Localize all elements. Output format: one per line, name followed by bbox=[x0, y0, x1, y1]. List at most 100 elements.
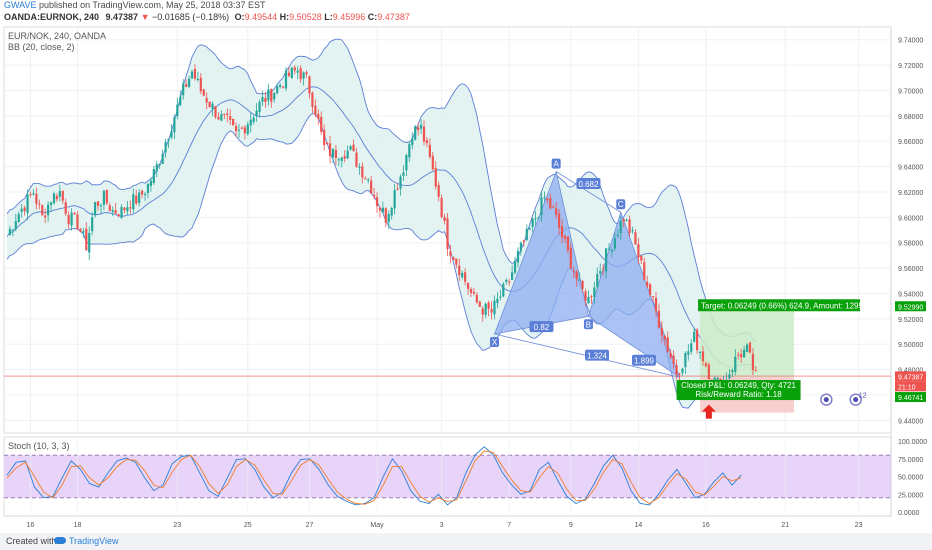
candle-body bbox=[267, 89, 270, 101]
candle-body bbox=[234, 126, 238, 132]
price-badge bbox=[895, 381, 926, 392]
candle-body bbox=[381, 207, 384, 213]
price-badge bbox=[895, 301, 926, 312]
candle-body bbox=[255, 110, 258, 116]
candle-body bbox=[493, 300, 496, 315]
candle-body bbox=[23, 207, 26, 212]
candle-body bbox=[528, 227, 531, 229]
candle-body bbox=[299, 68, 302, 80]
candle-body bbox=[20, 208, 23, 212]
stoch-tick-label: 75.0000 bbox=[898, 457, 923, 464]
candle-body bbox=[35, 193, 38, 204]
candle-body bbox=[290, 67, 293, 79]
candle-body bbox=[681, 368, 684, 373]
candle-body bbox=[584, 291, 587, 301]
author-name[interactable]: GWAVE bbox=[4, 0, 37, 10]
candle-body bbox=[675, 365, 678, 375]
candle-body bbox=[129, 207, 132, 209]
candle-body bbox=[337, 159, 340, 161]
candle-body bbox=[384, 208, 387, 223]
candle-body bbox=[651, 296, 655, 298]
publish-info: published on TradingView.com, May 25, 20… bbox=[39, 0, 266, 10]
candle-body bbox=[205, 98, 208, 103]
candle-body bbox=[640, 255, 643, 261]
pattern-point-badge bbox=[616, 199, 626, 210]
candle-body bbox=[293, 67, 296, 71]
candle-body bbox=[549, 198, 552, 209]
candle-body bbox=[643, 262, 646, 280]
candle-body bbox=[513, 260, 517, 273]
tradingview-brand[interactable]: TradingView bbox=[69, 536, 119, 546]
candle-body bbox=[170, 131, 173, 138]
symbol-name: OANDA:EURNOK, 240 bbox=[4, 12, 100, 22]
event-dot-core bbox=[823, 397, 829, 403]
candle-body bbox=[105, 189, 108, 204]
symbol-legend[interactable]: EUR/NOK, 240, OANDA bbox=[8, 31, 107, 41]
candle-body bbox=[208, 101, 211, 108]
stoch-legend[interactable]: Stoch (10, 3, 3) bbox=[8, 441, 70, 451]
candle-body bbox=[149, 180, 152, 187]
candle-body bbox=[625, 220, 628, 222]
candle-body bbox=[581, 281, 584, 289]
pattern-ratio-badge bbox=[529, 321, 554, 333]
candle-body bbox=[355, 152, 358, 167]
candle-body bbox=[317, 113, 320, 120]
candle-body bbox=[352, 144, 355, 152]
candle-body bbox=[672, 355, 675, 364]
tradingview-cloud-icon bbox=[54, 537, 66, 544]
candle-body bbox=[270, 88, 273, 102]
candle-body bbox=[505, 279, 508, 282]
candle-body bbox=[296, 70, 299, 73]
price-tick-label: 9.74000 bbox=[898, 38, 923, 45]
candle-body bbox=[563, 235, 567, 239]
pnl-box bbox=[676, 380, 801, 401]
stoch-band-fill bbox=[4, 455, 891, 498]
price-badge bbox=[895, 371, 926, 382]
candle-body bbox=[396, 188, 399, 190]
candle-body bbox=[452, 257, 455, 261]
candle-body bbox=[117, 214, 120, 217]
candle-body bbox=[246, 124, 249, 135]
candle-body bbox=[261, 96, 264, 102]
candle-body bbox=[111, 210, 114, 213]
candle-body bbox=[340, 157, 343, 162]
stoch-series-line bbox=[6, 450, 742, 505]
last-price: 9.47387 bbox=[105, 12, 139, 22]
candle-body bbox=[490, 308, 493, 313]
pattern-ratio-label: 0.82 bbox=[534, 323, 550, 332]
bb-legend[interactable]: BB (20, close, 2) bbox=[8, 42, 75, 52]
harmonic-pattern[interactable]: X A B C 0.82 0.682 1.899 1.324 bbox=[489, 158, 681, 379]
candle-body bbox=[728, 374, 731, 379]
candle-body bbox=[126, 207, 129, 212]
candle-body bbox=[522, 240, 525, 243]
price-tick-label: 9.62000 bbox=[898, 190, 923, 197]
candle-body bbox=[654, 297, 658, 312]
time-axis[interactable]: 1618232527May379141621232830Jun bbox=[4, 515, 932, 529]
candle-body bbox=[402, 172, 405, 176]
candle-body bbox=[619, 221, 622, 234]
candle-body bbox=[566, 236, 570, 250]
pattern-ratio-label: 1.899 bbox=[634, 357, 655, 366]
candle-body bbox=[64, 202, 67, 214]
candle-body bbox=[155, 164, 158, 172]
candle-body bbox=[276, 86, 279, 94]
candle-body bbox=[707, 364, 710, 380]
candle-body bbox=[331, 148, 335, 158]
candle-body bbox=[305, 72, 308, 75]
candle-body bbox=[575, 271, 578, 280]
candle-body bbox=[666, 337, 669, 352]
price-axis[interactable]: 9.74000 9.72000 9.70000 9.68000 9.66000 9.640… bbox=[890, 27, 927, 517]
time-tick-label: 21 bbox=[781, 522, 789, 529]
target-zone bbox=[700, 306, 795, 378]
candle-body bbox=[334, 149, 338, 159]
price-tick-label: 9.64000 bbox=[898, 165, 923, 172]
candle-body bbox=[185, 84, 188, 87]
candle-body bbox=[343, 156, 346, 159]
candle-body bbox=[387, 213, 390, 223]
candle-body bbox=[414, 126, 417, 140]
candle-body bbox=[308, 76, 311, 94]
candle-body bbox=[552, 207, 555, 209]
candle-body bbox=[425, 140, 429, 144]
candle-body bbox=[273, 92, 276, 100]
